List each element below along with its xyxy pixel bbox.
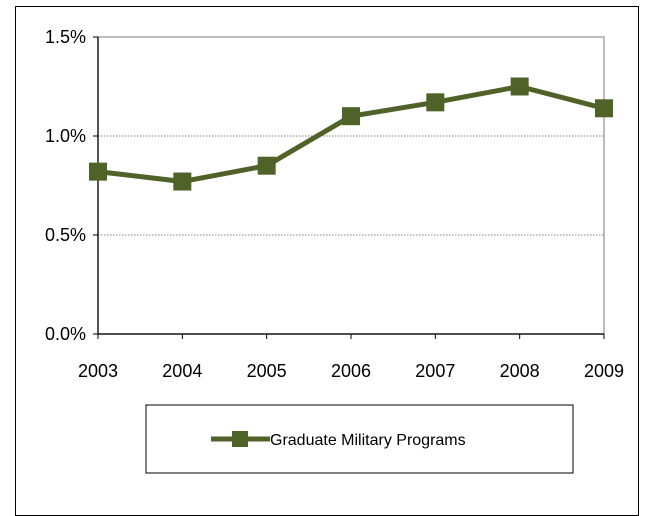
x-tick-label: 2004 xyxy=(162,361,202,381)
y-tick-label: 1.0% xyxy=(45,126,86,146)
y-axis-ticks: 0.0% 0.5% 1.0% 1.5% xyxy=(45,27,98,344)
gridlines xyxy=(98,135,604,236)
x-axis-ticks: 2003 2004 2005 2006 2007 2008 2009 xyxy=(78,334,624,381)
y-tick-label: 1.5% xyxy=(45,27,86,47)
data-point xyxy=(342,107,360,126)
series-layer xyxy=(89,77,613,191)
x-tick-label: 2003 xyxy=(78,361,118,381)
x-tick-label: 2008 xyxy=(500,361,540,381)
data-point xyxy=(257,156,276,175)
data-point xyxy=(173,172,192,191)
x-tick-label: 2007 xyxy=(415,361,455,381)
data-point xyxy=(595,99,613,118)
legend: Graduate Military Programs xyxy=(145,404,574,474)
x-tick-label: 2005 xyxy=(247,361,287,381)
legend-label: Graduate Military Programs xyxy=(270,432,466,449)
data-point xyxy=(426,93,445,112)
y-tick-label: 0.0% xyxy=(45,324,86,344)
data-point xyxy=(89,162,107,181)
y-tick-label: 0.5% xyxy=(45,225,86,245)
data-point xyxy=(510,77,529,96)
x-tick-label: 2006 xyxy=(331,361,371,381)
legend-swatch-marker xyxy=(232,431,248,447)
x-tick-label: 2009 xyxy=(584,361,624,381)
